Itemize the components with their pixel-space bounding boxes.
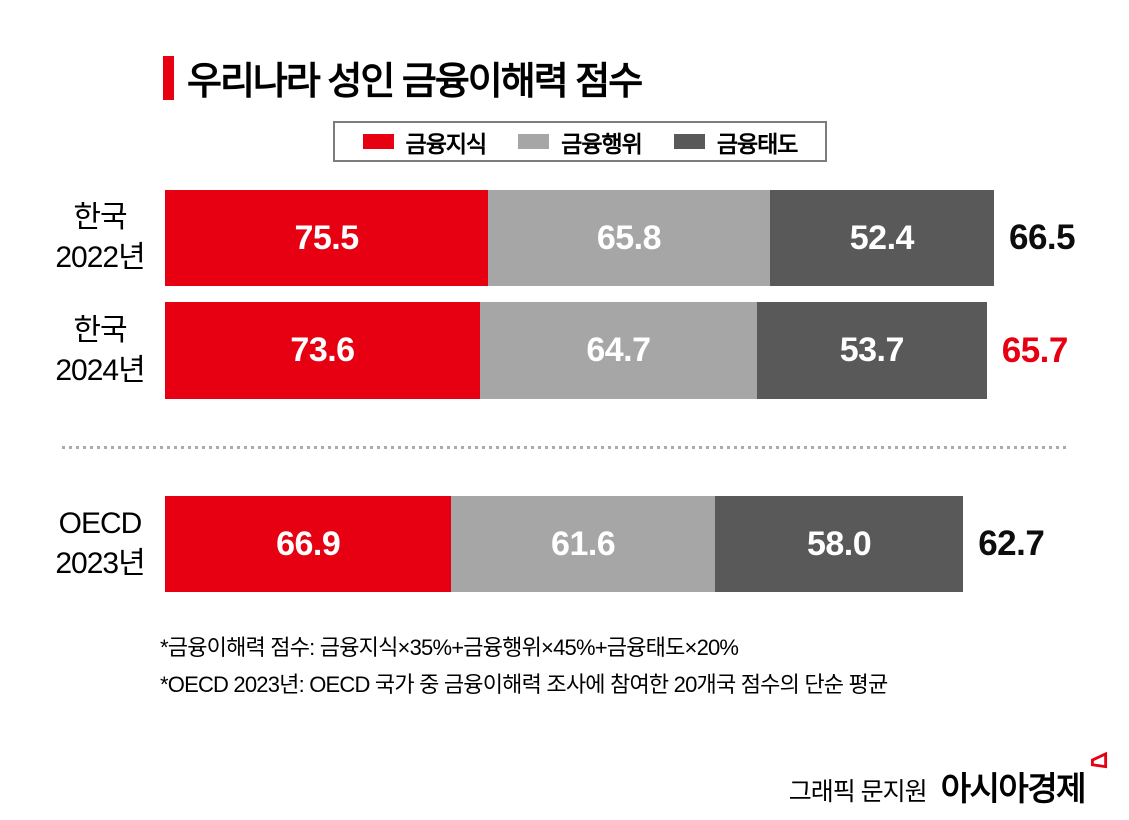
- bar-segment-knowledge: 75.5: [165, 190, 489, 286]
- row-label: 한국 2022년: [38, 190, 162, 286]
- brand-text: 아시아경제: [940, 770, 1087, 807]
- row-total-score: 65.7: [1001, 330, 1069, 370]
- row-label-line2: 2023년: [55, 547, 145, 580]
- row-label: OECD 2023년: [38, 496, 162, 592]
- page-title: 우리나라 성인 금융이해력 점수: [187, 61, 643, 103]
- row-total-score: 66.5: [1009, 218, 1076, 257]
- bar-segment-behavior: 61.6: [451, 496, 715, 592]
- bar-segment-knowledge: 66.9: [165, 496, 452, 592]
- bar-row-korea-2024: 한국 2024년 73.6 64.7 53.7 65.7: [0, 302, 1129, 399]
- bar-segment-attitude: 52.4: [769, 190, 994, 286]
- title-accent-bar: [163, 55, 174, 100]
- dotted-divider: [62, 446, 1068, 449]
- credit-graphic-author: 그래픽 문지원: [788, 778, 928, 806]
- stacked-bar: 73.6 64.7 53.7 65.7: [165, 302, 1068, 399]
- credit-line: 그래픽 문지원 아시아경제: [788, 752, 1108, 810]
- stacked-bar: 66.9 61.6 58.0 62.7: [165, 496, 1045, 592]
- stacked-bar: 75.5 65.8 52.4 66.5: [165, 190, 1076, 286]
- footnote-formula: *금융이해력 점수: 금융지식×35%+금융행위×45%+금융태도×20%: [160, 635, 739, 660]
- legend-swatch-red: [362, 134, 394, 149]
- asiae-logo-icon: [1091, 752, 1108, 769]
- row-label-line1: OECD: [58, 507, 143, 540]
- bar-segment-attitude: 58.0: [714, 496, 964, 592]
- footnote-oecd: *OECD 2023년: OECD 국가 중 금융이해력 조사에 참여한 20개…: [160, 672, 888, 697]
- bar-row-oecd-2023: OECD 2023년 66.9 61.6 58.0 62.7: [0, 496, 1129, 592]
- bar-segment-attitude: 53.7: [756, 302, 987, 399]
- legend-label: 금융지식: [405, 130, 488, 157]
- bar-segment-knowledge: 73.6: [165, 302, 480, 399]
- legend-item-behavior: 금융행위: [518, 125, 643, 159]
- footnotes: *금융이해력 점수: 금융지식×35%+금융행위×45%+금융태도×20% *O…: [160, 629, 888, 703]
- legend-swatch-lightgray: [518, 134, 550, 149]
- row-label-line2: 2024년: [55, 353, 145, 387]
- legend-label: 금융행위: [561, 130, 643, 157]
- row-total-score: 62.7: [978, 524, 1045, 563]
- chart-title-block: 우리나라 성인 금융이해력 점수: [163, 50, 643, 105]
- bar-segment-behavior: 65.8: [488, 190, 770, 286]
- row-label-line2: 2022년: [55, 241, 145, 274]
- legend-label: 금융태도: [716, 130, 799, 157]
- row-label-line1: 한국: [73, 313, 127, 347]
- chart-legend: 금융지식 금융행위 금융태도: [333, 121, 827, 162]
- legend-item-attitude: 금융태도: [673, 125, 799, 159]
- row-label: 한국 2024년: [38, 302, 162, 399]
- row-label-line1: 한국: [73, 201, 127, 234]
- bar-row-korea-2022: 한국 2022년 75.5 65.8 52.4 66.5: [0, 190, 1129, 286]
- bar-segment-behavior: 64.7: [480, 302, 757, 399]
- legend-swatch-darkgray: [673, 134, 705, 149]
- legend-item-knowledge: 금융지식: [362, 125, 488, 159]
- credit-brand-name: 아시아경제: [940, 752, 1108, 810]
